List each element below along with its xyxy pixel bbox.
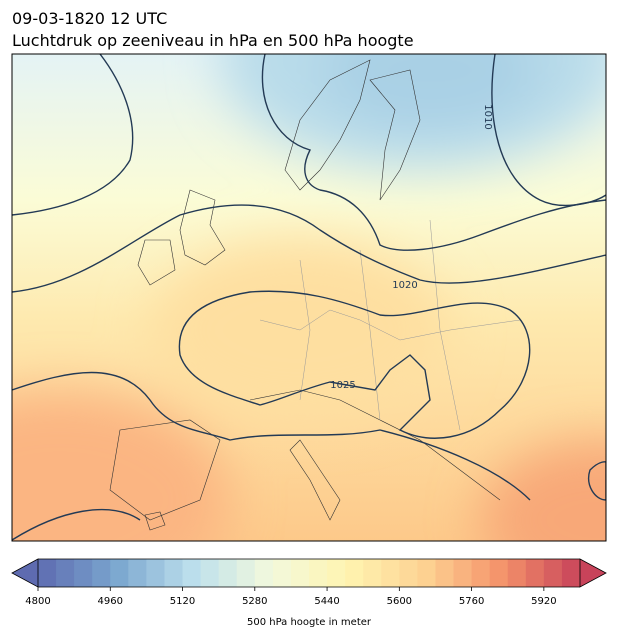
colorbar-tick-label: 5920 bbox=[531, 596, 556, 607]
colorbar-band bbox=[435, 559, 455, 587]
colorbar-band bbox=[164, 559, 184, 587]
colorbar-tick-label: 5440 bbox=[314, 596, 339, 607]
colorbar-band bbox=[489, 559, 509, 587]
colorbar-band bbox=[417, 559, 436, 587]
colorbar-extend-low bbox=[11, 558, 39, 588]
colorbar-band bbox=[543, 559, 563, 587]
colorbar-band bbox=[290, 559, 310, 587]
borders bbox=[259, 219, 521, 431]
subtitle: Luchtdruk op zeeniveau in hPa en 500 hPa… bbox=[12, 31, 414, 50]
colorbar-band bbox=[272, 559, 292, 587]
colorbar-band bbox=[345, 559, 364, 587]
colorbar-band bbox=[525, 559, 545, 587]
colorbar-band bbox=[254, 559, 274, 587]
colorbar-tick-label: 4800 bbox=[25, 596, 50, 607]
colorbar-band bbox=[453, 559, 473, 587]
colorbar-label: 500 hPa hoogte in meter bbox=[247, 617, 372, 628]
colorbar-band bbox=[182, 559, 202, 587]
colorbar-band bbox=[381, 559, 400, 587]
colorbar-tick-label: 4960 bbox=[98, 596, 123, 607]
colorbar-band bbox=[74, 559, 93, 587]
colorbar-band bbox=[146, 559, 165, 587]
colorbar-band bbox=[92, 559, 111, 587]
map-frame bbox=[11, 53, 607, 542]
colorbar-band bbox=[399, 559, 418, 587]
contour-label: 1010 bbox=[482, 104, 493, 129]
colorbar-band bbox=[236, 559, 256, 587]
colorbar-band bbox=[200, 559, 220, 587]
colorbar-band bbox=[128, 559, 147, 587]
colorbar-band bbox=[561, 559, 581, 587]
colorbar-band bbox=[363, 559, 382, 587]
colorbar-band bbox=[327, 559, 346, 587]
colorbar-band bbox=[56, 559, 75, 587]
colorbar-band bbox=[38, 559, 57, 587]
isobars bbox=[12, 54, 606, 541]
contour-label: 1020 bbox=[392, 280, 417, 291]
title: 09-03-1820 12 UTC bbox=[12, 9, 167, 28]
map: 1010 1020 1025 bbox=[12, 54, 606, 541]
colorbar-band bbox=[218, 559, 238, 587]
contour-label: 1025 bbox=[330, 380, 355, 391]
colorbar-tick-label: 5280 bbox=[242, 596, 267, 607]
colorbar-band bbox=[471, 559, 491, 587]
height-field bbox=[12, 54, 606, 541]
colorbar-band bbox=[309, 559, 328, 587]
colorbar-band bbox=[110, 559, 129, 587]
colorbar-outline bbox=[38, 558, 580, 588]
colorbar-tick-label: 5600 bbox=[387, 596, 412, 607]
colorbar-band bbox=[507, 559, 527, 587]
colorbar-tick-label: 5760 bbox=[459, 596, 484, 607]
colorbar: 4800 4960 5120 5280 5440 5600 5760 5920 bbox=[11, 558, 607, 607]
colorbar-extend-high bbox=[579, 558, 607, 588]
colorbar-tick-label: 5120 bbox=[170, 596, 195, 607]
